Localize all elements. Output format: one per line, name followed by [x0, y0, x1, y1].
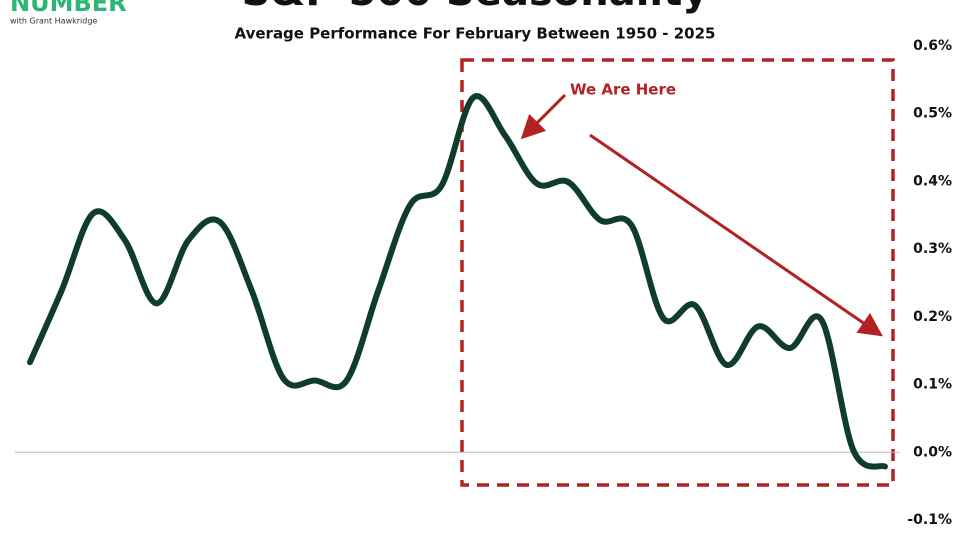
y-tick-label: -0.1% — [907, 512, 952, 528]
y-tick-label: 0.3% — [913, 241, 952, 257]
highlight-box — [460, 58, 895, 487]
trend-arrow — [589, 133, 883, 337]
y-tick-label: 0.2% — [913, 309, 952, 325]
y-tick-label: 0.4% — [913, 173, 952, 189]
y-tick-label: 0.5% — [913, 106, 952, 122]
y-tick-label: 0.1% — [913, 377, 952, 393]
y-tick-label: 0.0% — [913, 444, 952, 460]
chart-title: S&P 500 Seasonality — [242, 0, 709, 15]
annotation: We Are Here — [570, 81, 676, 99]
series-line — [27, 93, 888, 470]
chart-subtitle: Average Performance For February Between… — [235, 25, 716, 43]
brand-byline: with Grant Hawkridge — [10, 17, 97, 26]
brand-logo: NUMBER — [10, 0, 127, 17]
y-tick-label: 0.6% — [913, 38, 952, 54]
annotation-arrow — [520, 93, 567, 140]
